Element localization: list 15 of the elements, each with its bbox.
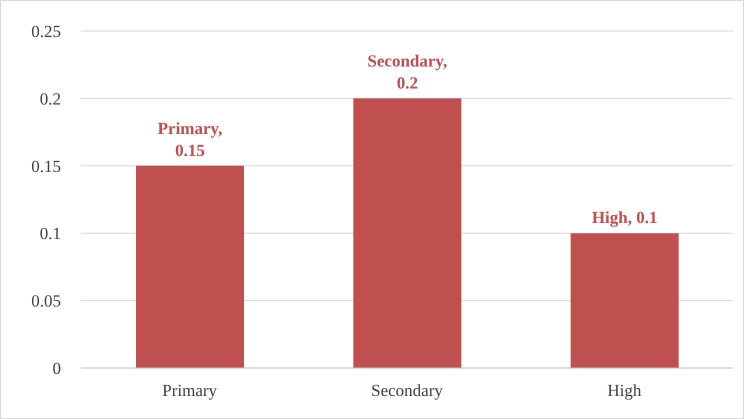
data-label: Secondary, 0.2 <box>367 51 448 92</box>
x-tick-label: Secondary <box>371 381 444 400</box>
y-tick-label: 0.1 <box>40 224 61 244</box>
bar <box>136 166 244 368</box>
y-tick-label: 0.05 <box>31 292 61 311</box>
y-tick-label: 0.2 <box>40 89 61 108</box>
data-label: High, 0.1 <box>592 208 658 228</box>
y-tick-label: 0.25 <box>31 22 61 42</box>
bar <box>353 98 462 368</box>
data-label: Primary, 0.15 <box>158 118 222 160</box>
y-tick-label: 0.15 <box>31 156 61 176</box>
x-tick-label: Primary <box>162 381 218 400</box>
x-tick-label: High <box>607 381 642 400</box>
y-tick-label: 0 <box>52 359 61 378</box>
bar <box>570 233 679 368</box>
